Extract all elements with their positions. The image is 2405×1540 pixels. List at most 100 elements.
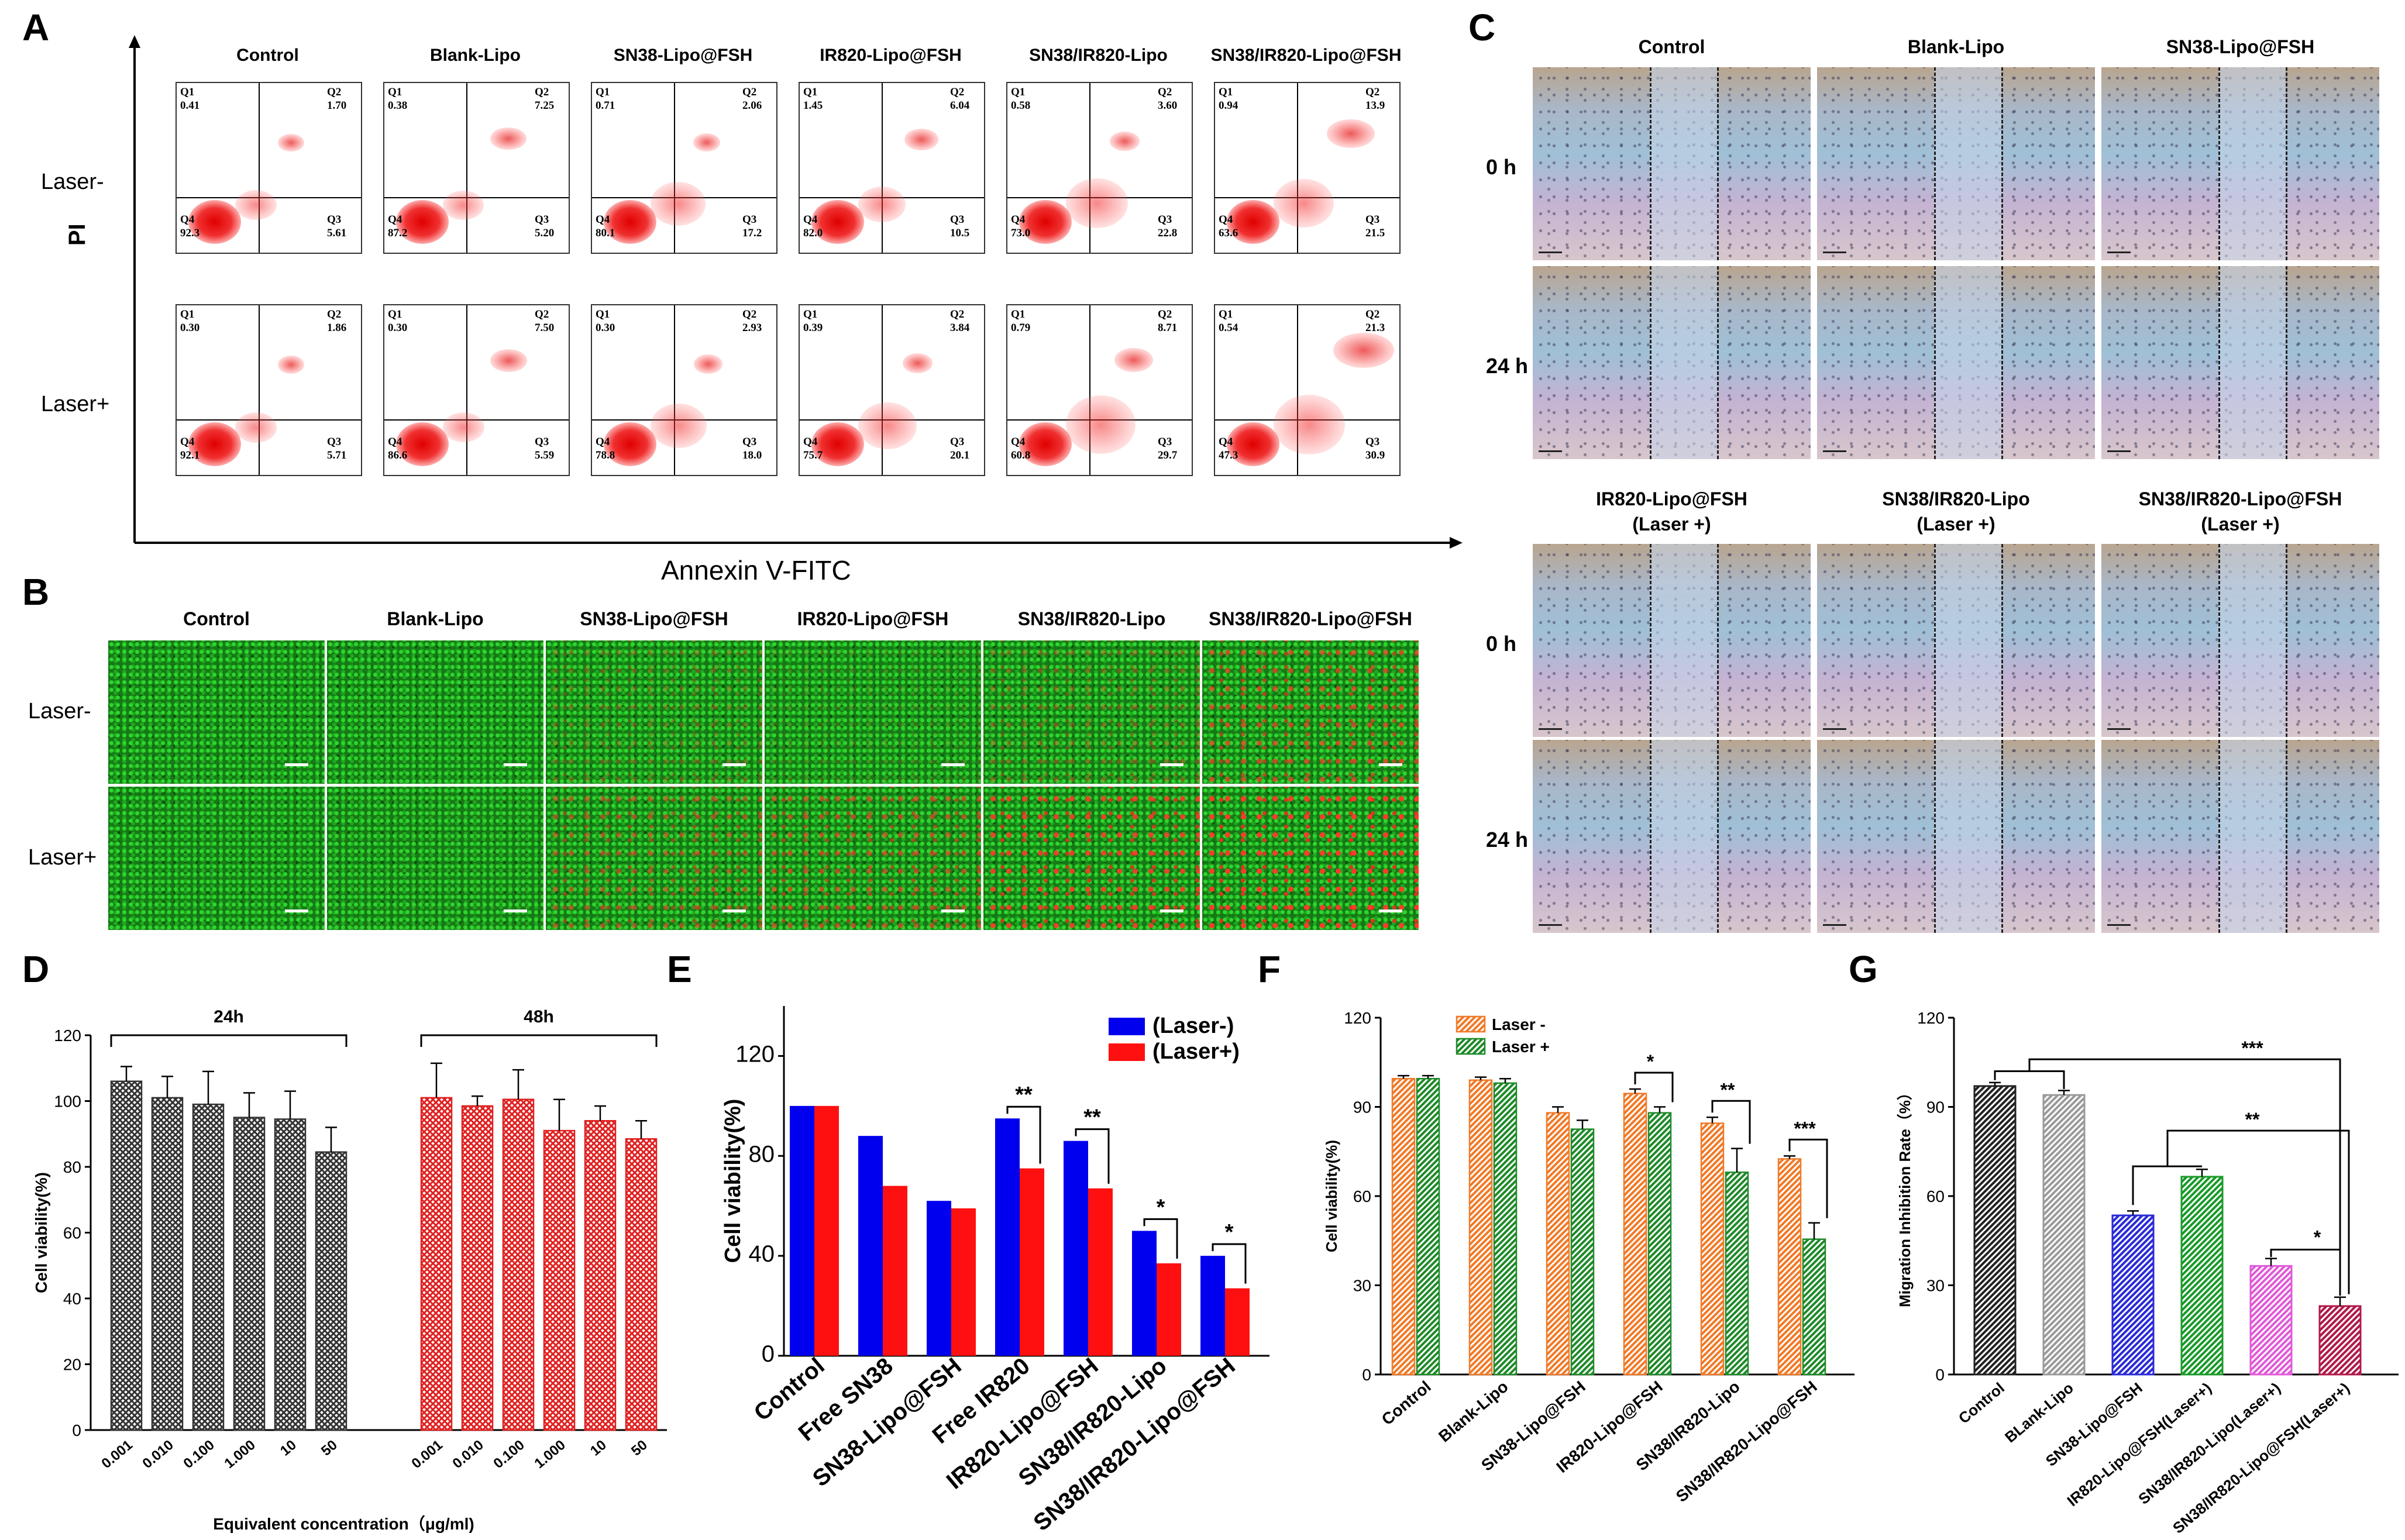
scratch-col-title: IR820-Lipo@FSH [1596, 488, 1747, 509]
quadrant-name: Q4 [596, 436, 610, 448]
quadrant-divider [1089, 305, 1090, 475]
x-tick-label: 1.000 [221, 1437, 258, 1472]
q3-population [1066, 395, 1136, 454]
quadrant-value: 80.1 [596, 227, 615, 239]
legend-label: Laser + [1492, 1038, 1550, 1056]
q2-population [277, 133, 304, 152]
dead-cells [327, 787, 543, 930]
q2-population [490, 127, 527, 150]
flow-col-title: SN38/IR820-Lipo [1029, 46, 1168, 65]
scratch-col-title: Control [1638, 36, 1705, 57]
live-row-label: Laser- [28, 699, 91, 724]
quadrant-name: Q2 [1158, 86, 1172, 98]
live-col-title: IR820-Lipo@FSH [797, 608, 949, 629]
quadrant-value: 10.5 [950, 227, 970, 239]
bar [110, 1080, 143, 1431]
bar [543, 1129, 576, 1431]
y-tick-label: 40 [63, 1290, 81, 1308]
quadrant-name: Q4 [180, 436, 195, 448]
bar [1391, 1077, 1416, 1376]
flow-plot: Q1 0.41 Q2 1.70 Q4 92.3 Q3 5.61 [176, 82, 362, 254]
quadrant-name: Q3 [742, 436, 757, 448]
quadrant-name: Q4 [803, 213, 818, 226]
quadrant-value: 73.0 [1011, 227, 1031, 239]
axes: 0 40 80 120 Cell viability(%) [721, 1006, 1269, 1367]
scratch-gap [2218, 740, 2286, 933]
quadrant-name: Q2 [1365, 308, 1380, 321]
quadrant-name: Q4 [388, 213, 402, 226]
dead-cells [1202, 640, 1419, 784]
quadrant-value: 82.0 [803, 227, 823, 239]
scale-bar [1160, 909, 1183, 912]
bar [461, 1105, 494, 1431]
wound-edge-line [2001, 740, 2003, 933]
q3-population [1274, 179, 1334, 228]
quadrant-divider [674, 83, 675, 253]
dead-cells [983, 640, 1200, 784]
flow-row-label: Laser+ [41, 392, 110, 416]
flow-col-title: Blank-Lipo [430, 46, 521, 65]
quadrant-value: 7.50 [535, 322, 555, 334]
q3-population [1066, 178, 1128, 229]
x-tick-label: SN38/IR820-Lipo(Laser+) [2135, 1379, 2284, 1508]
quadrant-divider [882, 83, 883, 253]
scale-bar [285, 909, 308, 912]
significance-bracket [1634, 1072, 1674, 1103]
quadrant-value: 18.0 [742, 449, 762, 461]
x-tick-label: 50 [318, 1437, 340, 1459]
flow-plot: Q1 0.38 Q2 7.25 Q4 87.2 Q3 5.20 [383, 82, 570, 254]
quadrant-value: 1.70 [327, 99, 347, 112]
legend-swatch [1456, 1038, 1486, 1055]
quadrant-name: Q1 [180, 308, 195, 321]
quadrant-divider [259, 305, 260, 475]
wound-edge-line [2001, 544, 2003, 737]
quadrant-name: Q3 [1158, 213, 1172, 226]
scratch-col-title: SN38/IR820-Lipo@FSH [2138, 488, 2342, 509]
panel-letter-b: B [22, 571, 50, 613]
flow-col-title: Control [236, 46, 299, 65]
quadrant-value: 30.9 [1365, 449, 1385, 461]
wound-edge-line [2286, 544, 2287, 737]
quadrant-name: Q2 [327, 86, 342, 98]
panel-a-axes [129, 35, 1463, 549]
quadrant-name: Q4 [1219, 436, 1233, 448]
quadrant-value: 0.30 [596, 322, 615, 334]
quadrant-value: 1.86 [327, 322, 347, 334]
scratch-image [1533, 266, 1811, 459]
x-tick-label: Blank-Lipo [1435, 1377, 1512, 1446]
panel-letter-g: G [1849, 948, 1878, 990]
q2-population [904, 128, 939, 150]
scale-bar [722, 763, 746, 766]
quadrant-name: Q4 [388, 436, 402, 448]
scale-bar [1539, 252, 1562, 253]
x-tick-label: 10 [277, 1437, 300, 1459]
wound-edge-line [1717, 266, 1719, 459]
significance-bracket [1143, 1218, 1178, 1259]
wound-edge-line [2001, 266, 2003, 459]
flow-col-title: IR820-Lipo@FSH [820, 46, 962, 65]
significance-mark: *** [2241, 1038, 2263, 1059]
group-label: 24h [214, 1007, 244, 1026]
quadrant-divider [674, 305, 675, 475]
quadrant-name: Q2 [742, 308, 757, 321]
q2-population [693, 133, 721, 151]
quadrant-value: 3.84 [950, 322, 970, 334]
legend-swatch [1109, 1018, 1145, 1035]
bar [1570, 1128, 1595, 1376]
flow-plot: Q1 0.71 Q2 2.06 Q4 80.1 Q3 17.2 [591, 82, 777, 254]
quadrant-value: 5.61 [327, 227, 347, 239]
q2-population [1114, 347, 1154, 372]
q3-population [235, 190, 277, 221]
x-tick-label: 0.100 [490, 1437, 527, 1472]
quadrant-name: Q3 [1158, 436, 1172, 448]
bar [1493, 1082, 1518, 1376]
quadrant-value: 17.2 [742, 227, 762, 239]
quadrant-name: Q4 [1011, 436, 1026, 448]
q3-population [651, 182, 706, 226]
bar [2111, 1214, 2155, 1376]
y-tick-label: 100 [54, 1093, 81, 1111]
dead-cells [765, 787, 981, 930]
bar [1468, 1079, 1493, 1376]
legend-label: (Laser-) [1152, 1014, 1234, 1038]
quadrant-divider [1297, 305, 1298, 475]
